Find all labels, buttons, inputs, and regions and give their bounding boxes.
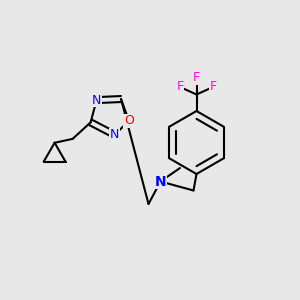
Text: F: F	[209, 80, 217, 94]
Text: N: N	[110, 128, 119, 141]
Text: N: N	[155, 175, 166, 188]
Text: O: O	[124, 114, 134, 127]
Text: F: F	[176, 80, 184, 94]
Text: N: N	[92, 94, 101, 106]
Text: F: F	[193, 71, 200, 85]
